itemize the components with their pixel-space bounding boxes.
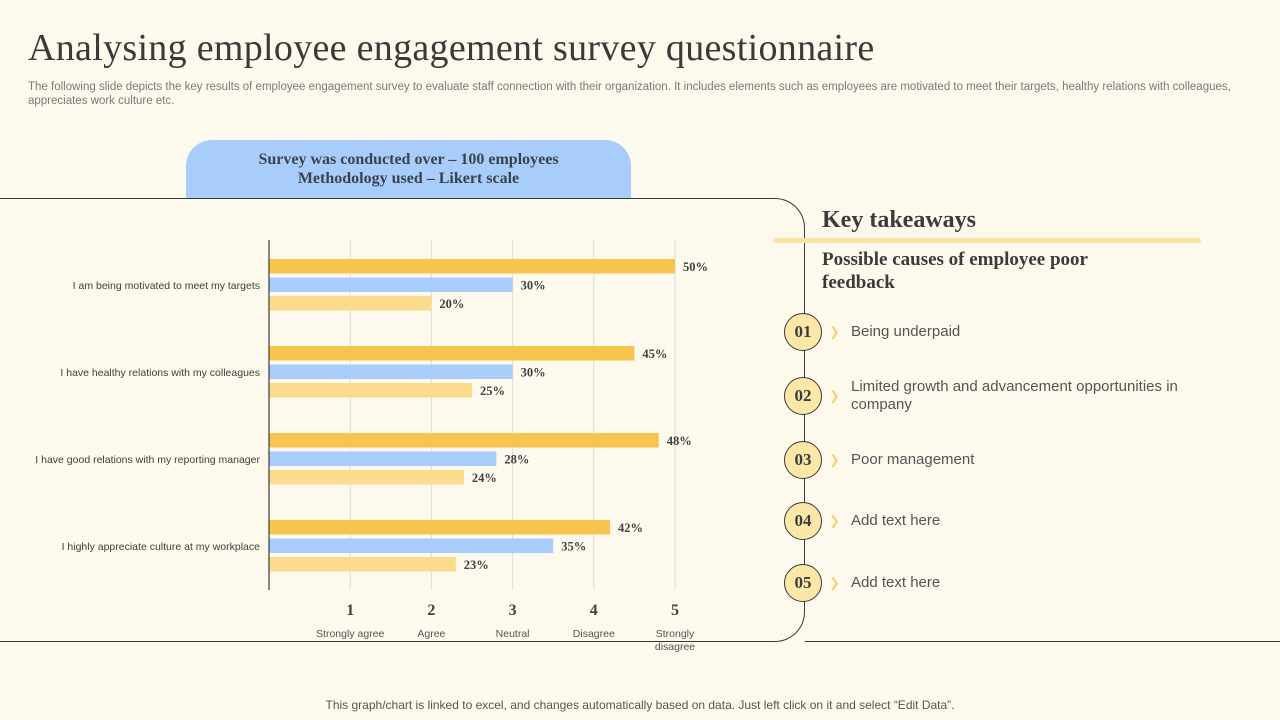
x-tick-label: Strongly agree <box>316 628 384 640</box>
key-takeaways-subtitle: Possible causes of employee poor feedbac… <box>822 249 1088 293</box>
x-tick-number: 4 <box>590 602 598 619</box>
likert-bar-chart[interactable]: 50% 30% 20% I am being motivated to meet my… <box>0 198 800 668</box>
data-label: 48% <box>667 434 692 448</box>
survey-info-box: Survey was conducted over – 100 employee… <box>186 140 631 198</box>
bar <box>269 259 675 274</box>
bar <box>269 296 432 311</box>
x-tick-number: 1 <box>346 602 354 619</box>
survey-info-line-2: Methodology used – Likert scale <box>297 170 520 187</box>
takeaway-number-1: 01 <box>784 313 822 351</box>
x-tick-label: Strongly <box>656 628 695 640</box>
footer-note: This graph/chart is linked to excel, and… <box>325 698 955 712</box>
data-label: 20% <box>439 297 464 311</box>
x-tick-label: Agree <box>417 628 445 640</box>
x-tick-label: Neutral <box>496 628 530 640</box>
chevron-right-icon: ❯ <box>829 324 840 339</box>
x-tick-number: 5 <box>671 602 679 619</box>
x-tick-number: 2 <box>427 602 435 619</box>
data-label: 35% <box>561 539 586 553</box>
takeaway-text-5: Add text here <box>851 574 941 591</box>
data-label: 42% <box>618 521 643 535</box>
x-tick-label: Disagree <box>573 628 615 640</box>
category-label: I have healthy relations with my colleag… <box>60 367 260 379</box>
takeaway-text-1: Being underpaid <box>851 323 961 340</box>
takeaway-number-3: 03 <box>784 441 822 479</box>
bar <box>269 470 464 485</box>
chart-panel-frame <box>0 198 805 642</box>
data-label: 50% <box>683 260 708 274</box>
category-label: I am being motivated to meet my targets <box>73 280 260 292</box>
takeaway-number-5: 05 <box>784 564 822 602</box>
data-label: 23% <box>464 558 489 572</box>
bar <box>269 520 611 535</box>
takeaway-text-4: Add text here <box>851 512 941 529</box>
panel-bottom-line <box>805 641 1280 642</box>
chevron-right-icon: ❯ <box>829 575 840 590</box>
takeaway-number-2: 02 <box>784 377 822 415</box>
x-tick-label: disagree <box>655 641 695 653</box>
category-label: I have good relations with my reporting … <box>35 454 260 466</box>
bar <box>269 277 513 292</box>
bar <box>269 346 635 361</box>
bar <box>269 451 497 466</box>
data-label: 30% <box>521 365 546 379</box>
bar <box>269 557 456 572</box>
chevron-right-icon: ❯ <box>829 452 840 467</box>
data-label: 30% <box>521 278 546 292</box>
bar <box>269 364 513 379</box>
data-label: 25% <box>480 384 505 398</box>
data-label: 28% <box>504 452 529 466</box>
bar <box>269 433 659 448</box>
page-title: Analysing employee engagement survey que… <box>28 27 875 69</box>
takeaway-number-4: 04 <box>784 502 822 540</box>
category-label: I highly appreciate culture at my workpl… <box>62 541 261 553</box>
chevron-right-icon: ❯ <box>829 513 840 528</box>
takeaway-text-2: Limited growth and advancement opportuni… <box>851 378 1178 413</box>
x-tick-number: 3 <box>509 602 517 619</box>
key-takeaways-title: Key takeaways <box>822 207 976 233</box>
survey-info-line-1: Survey was conducted over – 100 employee… <box>258 151 559 168</box>
data-label: 45% <box>642 347 667 361</box>
bar <box>269 538 554 553</box>
page-subtitle: The following slide depicts the key resu… <box>28 81 1231 107</box>
takeaway-text-3: Poor management <box>851 451 975 468</box>
key-takeaways-underline <box>774 238 1201 243</box>
data-label: 24% <box>472 471 497 485</box>
bar <box>269 383 472 398</box>
chevron-right-icon: ❯ <box>829 388 840 403</box>
